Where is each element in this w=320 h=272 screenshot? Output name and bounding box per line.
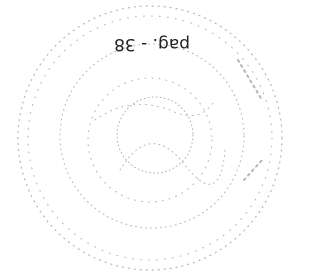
scan-page: pag. - 38 — [0, 0, 293, 272]
seal-emblem — [117, 97, 193, 173]
seal-lettering — [238, 60, 262, 180]
seal-inner-ring — [60, 44, 244, 228]
seal-emblem-detail — [120, 144, 225, 185]
seal-core-ring — [88, 78, 212, 202]
seal-emblem-detail — [95, 100, 215, 120]
stamp-text: pag. - 38 — [114, 34, 190, 54]
